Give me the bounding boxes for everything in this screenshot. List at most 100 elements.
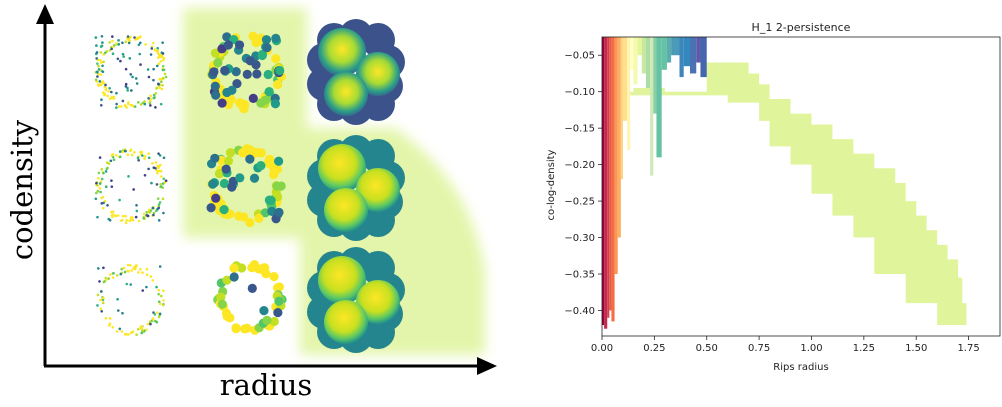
y-tick-label: −0.15 (564, 124, 595, 135)
point (96, 293, 100, 297)
point (232, 79, 242, 89)
persistence-chart-panel: 0.00 0.25 0.50 0.75 1.00 1.25 1.50 1.75 −0.05 −0.… (530, 0, 1002, 403)
point (152, 213, 155, 217)
point (261, 35, 272, 45)
point (127, 41, 131, 45)
point (124, 82, 128, 86)
point (252, 69, 262, 79)
persistence-bar (696, 37, 701, 63)
point (248, 93, 258, 103)
persistence-bar (602, 37, 605, 326)
point (125, 282, 129, 286)
point (124, 85, 128, 88)
point (101, 298, 105, 302)
point-cloud-small-radius (94, 35, 168, 336)
x-tick-label: 1.50 (905, 343, 927, 354)
point (214, 169, 225, 179)
point (96, 189, 100, 193)
blob-core (318, 28, 366, 76)
x-tick-label: 0.75 (748, 343, 770, 354)
point (95, 44, 98, 47)
point (164, 179, 168, 183)
point (274, 296, 284, 306)
chart-axes: 0.00 0.25 0.50 0.75 1.00 1.25 1.50 1.75 −0.05 −0.… (564, 36, 1001, 354)
point (101, 64, 104, 68)
point (122, 55, 125, 58)
point (229, 263, 239, 273)
point (129, 216, 133, 219)
point (105, 49, 109, 53)
point (121, 150, 125, 154)
point (99, 73, 103, 76)
point (156, 46, 160, 50)
persistence-chart: 0.00 0.25 0.50 0.75 1.00 1.25 1.50 1.75 −0.05 −0.… (546, 21, 1001, 373)
point (216, 292, 226, 302)
point (269, 169, 279, 179)
point (249, 173, 260, 183)
point (274, 156, 284, 166)
point (152, 166, 156, 169)
point (248, 31, 258, 41)
point (99, 61, 103, 64)
point (141, 271, 144, 275)
point (99, 307, 103, 311)
y-axis-label: co-log-density (546, 149, 557, 220)
point (95, 51, 99, 54)
point (105, 161, 109, 164)
x-axis-label: radius (220, 368, 313, 402)
filtration-svg: codensity radius (5, 4, 497, 402)
point (150, 181, 153, 185)
persistence-bar (656, 37, 662, 158)
persistence-bar (666, 37, 672, 63)
point (138, 36, 141, 40)
point (120, 267, 123, 271)
blob-core (318, 256, 366, 304)
x-tick-label: 0.25 (643, 343, 665, 354)
point (105, 278, 108, 281)
point (206, 203, 216, 213)
point (99, 83, 103, 87)
point (111, 52, 115, 56)
x-axis-arrowhead (477, 357, 497, 375)
point (133, 36, 136, 39)
point (146, 214, 150, 218)
chart-title: H_1 2-persistence (752, 21, 851, 34)
point (245, 154, 255, 164)
point (146, 68, 150, 71)
point (146, 322, 150, 326)
point (272, 181, 282, 191)
point (103, 199, 107, 203)
point (222, 32, 232, 42)
point (210, 48, 221, 58)
point (221, 164, 231, 174)
point (149, 94, 152, 98)
point (162, 156, 166, 160)
point (100, 168, 104, 171)
point (126, 89, 129, 92)
point (161, 182, 165, 185)
point (147, 156, 151, 160)
point (227, 182, 237, 192)
point (108, 97, 112, 100)
point (108, 322, 112, 326)
point (125, 218, 128, 222)
point (160, 175, 163, 178)
point (100, 35, 104, 38)
point (143, 157, 146, 160)
point (96, 75, 99, 78)
point (111, 276, 115, 279)
point (128, 264, 132, 267)
point (129, 103, 133, 107)
point (139, 41, 142, 45)
point (97, 171, 101, 175)
point (257, 50, 267, 61)
point (110, 47, 113, 51)
point (231, 323, 241, 333)
persistence-bar (683, 37, 690, 67)
blob-core (356, 280, 400, 324)
point (108, 317, 112, 320)
point (127, 333, 130, 336)
y-axis-arrowhead (36, 4, 54, 24)
point (161, 64, 165, 68)
point (117, 43, 121, 46)
